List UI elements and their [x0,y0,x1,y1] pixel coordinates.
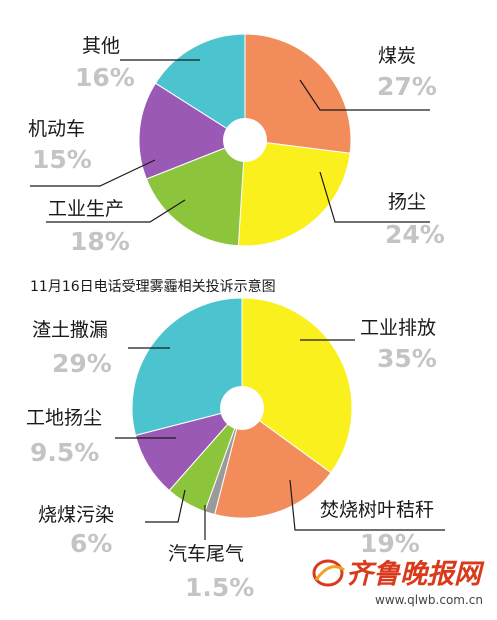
chart-1-slice-3-leader-line [46,199,186,223]
chart-2-title: 11月16日电话受理雾霾相关投诉示意图 [30,278,276,295]
chart-1-slice-4-percent: 15% [32,145,92,174]
watermark-swoosh-icon [314,565,345,581]
chart-2-slice-2-label: 焚烧树叶秸秆 [320,499,434,521]
chart-1-slice-2-label: 扬尘 [388,191,426,213]
chart-2-center-hole [220,386,264,430]
chart-2-slice-6-label: 渣土撒漏 [32,319,108,341]
chart-2-slice-4-percent: 6% [70,529,112,558]
chart-2-slice-1-label: 工业排放 [360,317,436,339]
chart-2-slice-4-label: 烧煤污染 [38,504,114,526]
chart-2-slice-2 [214,407,332,519]
chart-1-slice-4-label: 机动车 [28,118,85,140]
chart-2-slice-1-percent: 35% [377,344,437,373]
chart-2-slice-2-leader-line [289,479,445,531]
chart-1-slice-2-percent: 24% [385,220,445,249]
chart-2-slice-1 [241,297,353,474]
chart-2-slice-4-leader-line [145,489,186,523]
chart-2-slice-3-label: 汽车尾气 [168,543,244,565]
chart-1-slice-2 [237,139,351,247]
chart-2-slice-6 [131,297,243,436]
watermark: 齐鲁晚报网 www.qlwb.com.cn [312,559,485,607]
chart-1-sources: 煤炭 27% 扬尘 24% 工业生产 18% 机动车 15% 其他 16% [28,33,445,256]
chart-1-slice-3-label: 工业生产 [48,198,124,220]
chart-1-slice-4 [138,82,247,180]
watermark-logo-text: 齐鲁晚报网 [346,559,485,590]
chart-2-complaints: 工业排放 35% 焚烧树叶秸秆 19% 汽车尾气 1.5% 烧煤污染 6% 工地扬尘 9.5% 渣土… [26,297,445,602]
chart-1-slice-2-leader-line [319,171,430,223]
chart-2-slice-6-percent: 29% [52,349,112,378]
chart-1-slice-1-percent: 27% [377,72,437,101]
chart-2-slice-5-label: 工地扬尘 [26,407,102,429]
chart-2-slice-5-percent: 9.5% [30,438,99,467]
chart-1-slice-3-percent: 18% [70,227,130,256]
chart-2-slice-3-percent: 1.5% [185,573,254,602]
chart-1-slice-1 [244,33,352,154]
chart-1-slice-3 [145,139,246,247]
watermark-url: www.qlwb.com.cn [375,593,483,607]
chart-1-slice-5-percent: 16% [75,63,135,92]
chart-1-slice-5-label: 其他 [82,35,120,57]
chart-1-center-hole [223,118,267,162]
watermark-logo-icon [312,559,344,587]
chart-1-slice-1-label: 煤炭 [378,45,416,67]
chart-2-slice-2-percent: 19% [360,529,420,558]
chart-1-slice-4-leader-line [30,159,156,187]
chart-1-slice-1-leader-line [299,79,430,111]
